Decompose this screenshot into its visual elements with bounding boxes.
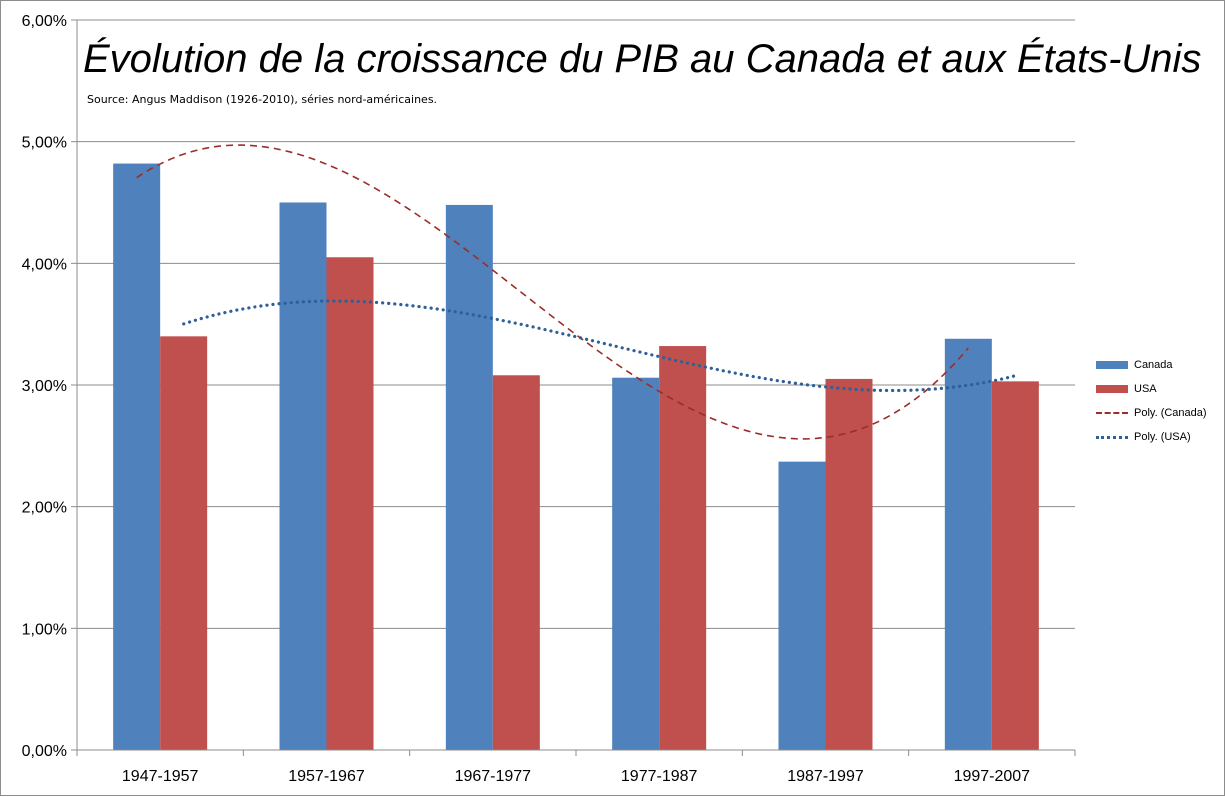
bar-usa-1967-1977	[492, 375, 540, 750]
bar-canada-1957-1967	[279, 202, 327, 750]
y-tick-label: 6,00%	[22, 13, 67, 30]
y-tick-label: 5,00%	[22, 135, 67, 152]
y-tick-label: 1,00%	[22, 621, 67, 638]
bar-canada-1977-1987	[612, 377, 660, 750]
bar-canada-1997-2007	[944, 338, 992, 750]
gridlines	[77, 19, 1075, 629]
legend-label-poly-usa: Poly. (USA)	[1134, 431, 1191, 443]
bar-usa-1957-1967	[326, 257, 374, 750]
legend-swatch-canada	[1096, 361, 1128, 369]
trendline-canada	[136, 144, 969, 440]
bar-usa-1977-1987	[659, 346, 707, 750]
bar-canada-1947-1957	[113, 163, 161, 751]
x-tick-label: 1997-2007	[954, 768, 1031, 785]
legend-item-poly-canada: Poly. (Canada)	[1096, 401, 1221, 425]
y-tick-label: 3,00%	[22, 378, 67, 395]
x-tick-label: 1987-1997	[787, 768, 864, 785]
y-tick-label: 0,00%	[22, 743, 67, 760]
legend-label-poly-canada: Poly. (Canada)	[1134, 407, 1207, 419]
legend-label-usa: USA	[1134, 383, 1157, 395]
bar-canada-1967-1977	[445, 204, 493, 750]
bar-usa-1987-1997	[825, 378, 873, 750]
legend: Canada USA Poly. (Canada) Poly. (USA)	[1096, 353, 1221, 449]
y-tick-label: 4,00%	[22, 256, 67, 273]
legend-label-canada: Canada	[1134, 359, 1173, 371]
chart-source-note: Source: Angus Maddison (1926-2010), séri…	[87, 93, 438, 106]
legend-item-poly-usa: Poly. (USA)	[1096, 425, 1221, 449]
chart-title: Évolution de la croissance du PIB au Can…	[83, 37, 1202, 81]
bar-usa-1997-2007	[991, 381, 1039, 750]
y-tick-label: 2,00%	[22, 500, 67, 517]
x-tick-label: 1977-1987	[621, 768, 698, 785]
legend-swatch-usa	[1096, 385, 1128, 393]
legend-item-usa: USA	[1096, 377, 1221, 401]
legend-line-poly-usa	[1096, 435, 1128, 439]
legend-item-canada: Canada	[1096, 353, 1221, 377]
bar-usa-1947-1957	[160, 336, 208, 750]
bar-canada-1987-1997	[778, 461, 826, 750]
x-tick-label: 1967-1977	[455, 768, 532, 785]
trendline-usa	[182, 299, 1017, 393]
x-tick-label: 1957-1967	[288, 768, 365, 785]
bars	[113, 163, 1039, 751]
axes: 0,00% 1,00% 2,00% 3,00% 4,00% 5,00% 6,00% 1947-…	[22, 13, 1076, 785]
x-tick-label: 1947-1957	[122, 768, 199, 785]
legend-line-poly-canada	[1096, 412, 1128, 414]
trendlines	[136, 144, 1017, 440]
